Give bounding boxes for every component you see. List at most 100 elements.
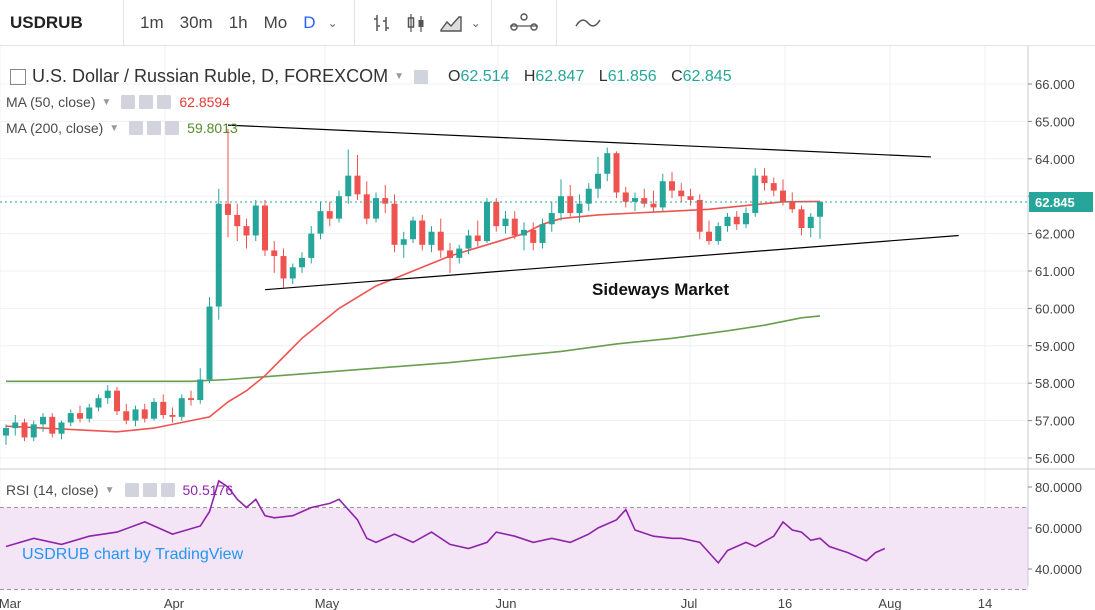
wave-icon[interactable] (573, 12, 603, 34)
candle-body (289, 267, 296, 279)
candle-body (197, 379, 204, 401)
candle-body (86, 407, 93, 419)
ma200-legend[interactable]: MA (200, close) ▼ 59.8013 (6, 120, 238, 136)
gear-icon[interactable] (142, 483, 157, 497)
ohlc-values: O62.514 H62.847 L61.856 C62.845 (438, 68, 732, 86)
rsi-tick-label: 80.0000 (1035, 480, 1082, 495)
candle-body (252, 205, 259, 236)
candle-body (299, 257, 305, 268)
candle-body (410, 220, 416, 240)
candle-body (225, 203, 231, 215)
candle-body (30, 424, 37, 438)
candle-body (474, 235, 481, 242)
close-icon[interactable] (160, 483, 175, 497)
chevron-down-icon[interactable]: ▼ (101, 96, 112, 108)
rsi-line (5, 479, 886, 565)
area-chart-icon[interactable] (439, 12, 463, 34)
candles-icon[interactable] (405, 12, 427, 34)
interval-30m[interactable]: 30m (179, 12, 213, 32)
candle-body (151, 401, 157, 419)
open-label: O (448, 67, 461, 85)
eye-icon[interactable] (414, 69, 428, 84)
gear-icon[interactable] (139, 95, 154, 109)
chart-style-group: ⌄ (355, 0, 492, 46)
chevron-down-icon[interactable]: ▼ (109, 122, 120, 134)
close-icon[interactable] (165, 121, 180, 135)
candle-body (567, 196, 574, 214)
candle-body (363, 194, 370, 219)
candle-body (687, 196, 694, 200)
ma200-polyline (6, 315, 821, 383)
candle-body (77, 413, 83, 419)
candle-body (641, 198, 648, 204)
candle-body (511, 218, 518, 236)
price-tick-label: 57.000 (1035, 414, 1075, 429)
ma50-value: 62.8594 (179, 94, 230, 110)
eye-icon[interactable] (129, 121, 144, 135)
candle-body (428, 231, 435, 245)
candle-body (21, 422, 28, 438)
candle-body (706, 231, 712, 242)
interval-month[interactable]: Mo (263, 12, 288, 32)
candle-body (132, 409, 139, 421)
symbol-search-button[interactable]: USDRUB (0, 0, 124, 46)
time-tick-label: Aug (878, 596, 901, 610)
chevron-down-icon[interactable]: ⌄ (470, 15, 481, 30)
candle-body (206, 306, 213, 380)
price-tick-label: 58.000 (1035, 376, 1075, 391)
candles (3, 128, 823, 445)
close-value: 62.845 (682, 67, 732, 85)
ma50-line (5, 200, 821, 433)
gear-icon[interactable] (147, 121, 162, 135)
axes: 66.00065.00064.00063.00062.00061.00060.0… (0, 46, 1093, 610)
candle-body (493, 201, 500, 227)
chevron-down-icon[interactable]: ▼ (394, 71, 404, 82)
eye-icon[interactable] (124, 483, 139, 497)
candle-body (502, 218, 509, 227)
rsi-value: 50.5176 (182, 482, 234, 498)
candle-body (733, 216, 740, 225)
candle-body (178, 398, 185, 417)
candle-body (95, 398, 102, 408)
chart-area[interactable]: 66.00065.00064.00063.00062.00061.00060.0… (0, 46, 1095, 610)
candle-body (789, 201, 796, 210)
bars-icon[interactable] (371, 12, 393, 34)
candle-body (40, 416, 46, 425)
candle-body (243, 226, 250, 236)
price-tick-label: 59.000 (1035, 339, 1075, 354)
chevron-down-icon[interactable]: ▼ (104, 484, 115, 496)
candle-body (659, 181, 666, 208)
eye-icon[interactable] (121, 95, 136, 109)
candle-body (336, 196, 342, 219)
candle-body (400, 239, 407, 245)
candle-body (160, 401, 167, 415)
candle-body (345, 175, 352, 197)
candle-body (548, 213, 555, 225)
trendlines (0, 124, 1028, 291)
interval-day[interactable]: D (303, 12, 316, 32)
price-tick-label: 64.000 (1035, 152, 1075, 167)
low-value: 61.856 (607, 67, 657, 85)
main-legend: U.S. Dollar / Russian Ruble, D, FOREXCOM… (0, 66, 732, 87)
candle-body (326, 211, 333, 219)
rsi-legend[interactable]: RSI (14, close) ▼ 50.5176 (6, 482, 233, 498)
high-value: 62.847 (535, 67, 585, 85)
candle-body (123, 411, 130, 421)
close-icon[interactable] (157, 95, 172, 109)
candle-body (484, 201, 490, 242)
interval-1m[interactable]: 1m (140, 12, 164, 32)
chevron-down-icon[interactable]: ⌄ (327, 15, 338, 30)
candle-body (585, 188, 592, 204)
tradingview-watermark[interactable]: USDRUB chart by TradingView (22, 546, 244, 563)
upper-trendline (227, 124, 932, 158)
indicators-icon[interactable] (508, 12, 540, 34)
rsi-polyline (5, 479, 886, 565)
symbol-toggle-icon[interactable] (10, 68, 26, 85)
candle-body (262, 205, 268, 251)
interval-1h[interactable]: 1h (228, 12, 248, 32)
ma50-legend[interactable]: MA (50, close) ▼ 62.8594 (6, 94, 230, 110)
time-tick-label: Jun (496, 596, 517, 610)
candle-body (558, 196, 564, 214)
close-label: C (671, 67, 683, 85)
price-tick-label: 62.000 (1035, 227, 1075, 242)
